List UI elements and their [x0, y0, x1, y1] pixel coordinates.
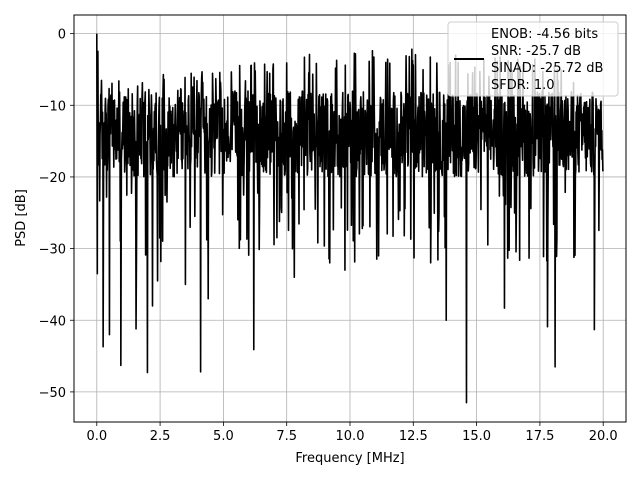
y-tick-label: −50	[39, 386, 66, 401]
x-tick-label: 5.0	[213, 429, 234, 444]
x-tick-label: 12.5	[399, 429, 428, 444]
x-tick-label: 15.0	[462, 429, 491, 444]
x-tick-label: 17.5	[525, 429, 554, 444]
psd-series-line	[95, 33, 604, 404]
y-tick-label: −30	[39, 243, 66, 258]
x-tick-label: 2.5	[150, 429, 171, 444]
legend-line-1: ENOB: -4.56 bits	[491, 27, 598, 42]
x-tick-label: 20.0	[589, 429, 618, 444]
y-tick-label: −10	[39, 99, 66, 114]
y-tick-label: 0	[58, 28, 66, 43]
legend-line-4: SFDR: 1.0	[491, 78, 555, 93]
series-layer	[95, 33, 604, 404]
legend-line-2: SNR: -25.7 dB	[491, 44, 581, 59]
x-tick-label: 10.0	[336, 429, 365, 444]
x-axis-label: Frequency [MHz]	[295, 451, 404, 466]
legend-line-3: SINAD: -25.72 dB	[491, 61, 603, 76]
y-tick-label: −20	[39, 171, 66, 186]
tick-labels: 0.0 2.5 5.0 7.5 10.0 12.5 15.0 17.5 20.0 0 −10 −20 −…	[39, 28, 618, 444]
tick-marks	[70, 33, 604, 426]
legend: ENOB: -4.56 bits SNR: -25.7 dB SINAD: -2…	[447, 21, 619, 97]
x-tick-label: 0.0	[86, 429, 107, 444]
y-axis-label: PSD [dB]	[14, 189, 29, 247]
x-tick-label: 7.5	[276, 429, 297, 444]
y-tick-label: −40	[39, 314, 66, 329]
legend-box	[447, 21, 619, 97]
